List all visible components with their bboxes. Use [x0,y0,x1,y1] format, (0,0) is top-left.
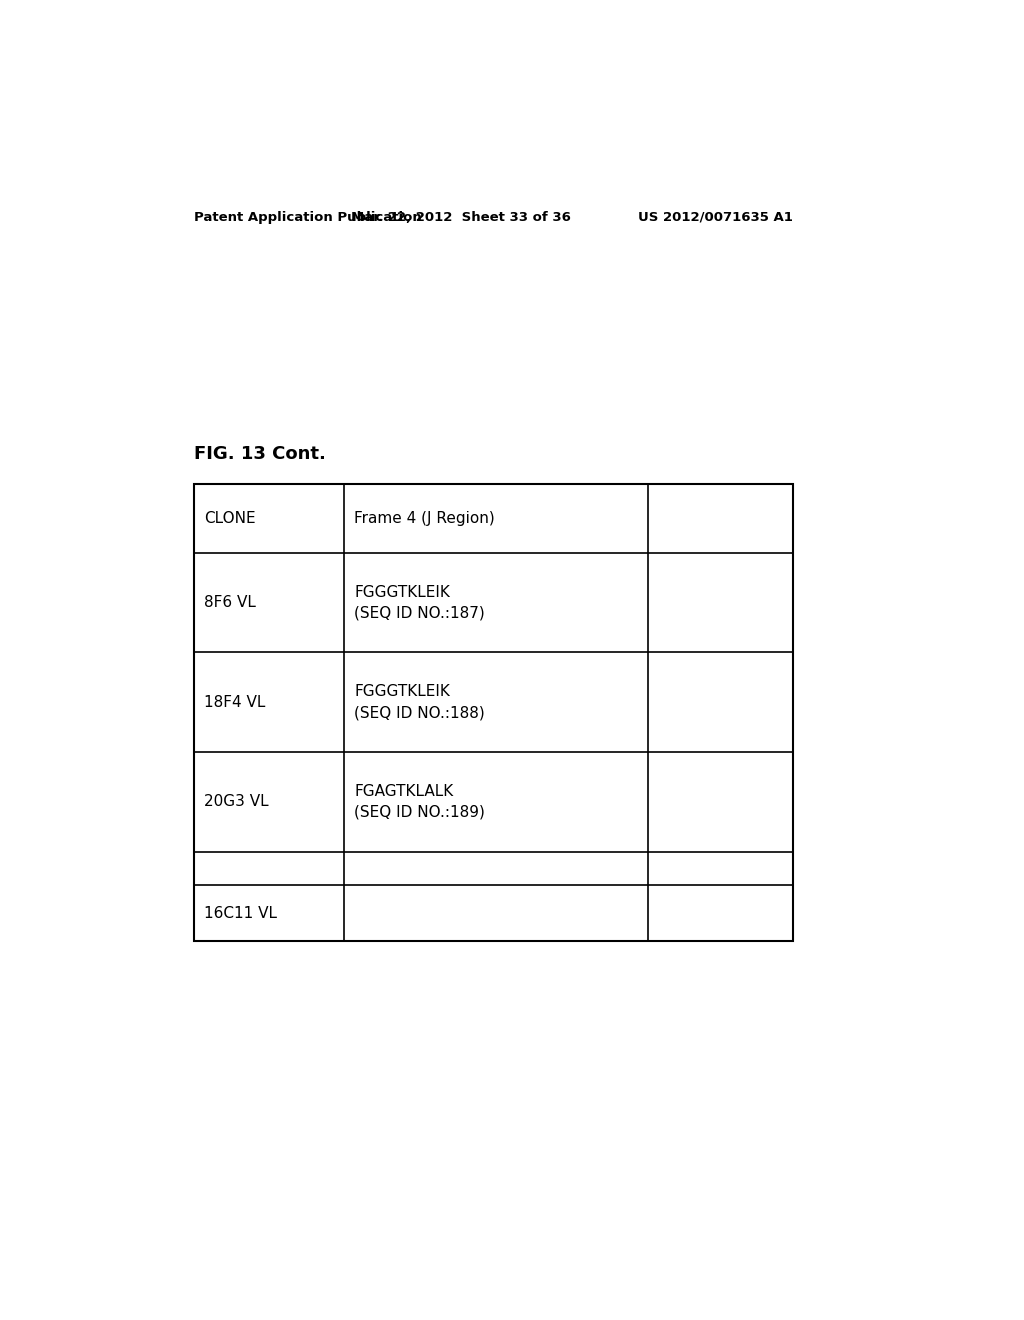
Text: FGGGTKLEIK
(SEQ ID NO.:187): FGGGTKLEIK (SEQ ID NO.:187) [354,585,485,620]
Text: 8F6 VL: 8F6 VL [204,595,256,610]
Text: Frame 4 (J Region): Frame 4 (J Region) [354,511,495,525]
Text: FGGGTKLEIK
(SEQ ID NO.:188): FGGGTKLEIK (SEQ ID NO.:188) [354,684,485,721]
Text: FIG. 13 Cont.: FIG. 13 Cont. [194,445,326,463]
Text: 18F4 VL: 18F4 VL [204,694,265,710]
Text: Mar. 22, 2012  Sheet 33 of 36: Mar. 22, 2012 Sheet 33 of 36 [351,211,571,224]
Text: Patent Application Publication: Patent Application Publication [194,211,422,224]
Text: FGAGTKLALK
(SEQ ID NO.:189): FGAGTKLALK (SEQ ID NO.:189) [354,784,485,820]
Text: US 2012/0071635 A1: US 2012/0071635 A1 [638,211,793,224]
Text: CLONE: CLONE [204,511,256,525]
Text: 20G3 VL: 20G3 VL [204,795,269,809]
Text: 16C11 VL: 16C11 VL [204,906,278,920]
Bar [194,483,793,941]
